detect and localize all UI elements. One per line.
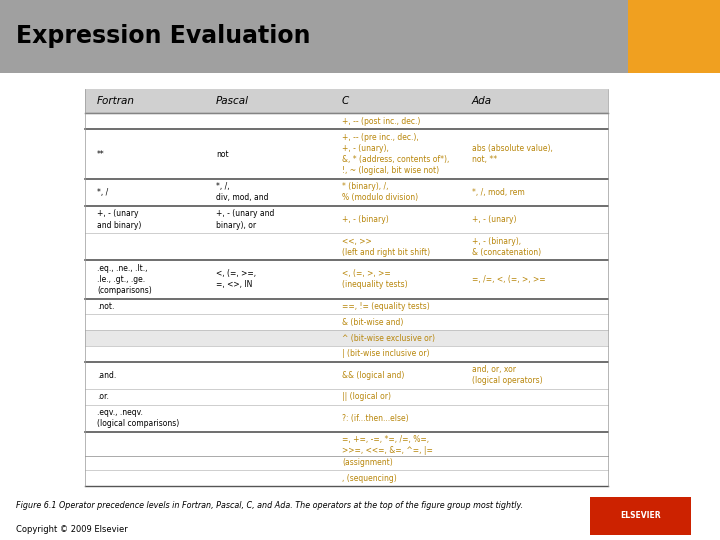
Text: & (bit-wise and): & (bit-wise and) bbox=[342, 318, 403, 327]
FancyBboxPatch shape bbox=[85, 470, 608, 486]
Text: .not.: .not. bbox=[97, 302, 114, 311]
Text: Expression Evaluation: Expression Evaluation bbox=[16, 24, 310, 49]
Text: =, /=, <, (=, >, >=: =, /=, <, (=, >, >= bbox=[472, 275, 545, 284]
Text: ^ (bit-wise exclusive or): ^ (bit-wise exclusive or) bbox=[342, 334, 435, 342]
FancyBboxPatch shape bbox=[85, 206, 608, 233]
Text: <<, >>
(left and right bit shift): <<, >> (left and right bit shift) bbox=[342, 237, 430, 256]
Text: +, -- (post inc., dec.): +, -- (post inc., dec.) bbox=[342, 117, 420, 126]
FancyBboxPatch shape bbox=[85, 432, 608, 470]
FancyBboxPatch shape bbox=[85, 89, 608, 113]
Text: ?: (if...then...else): ?: (if...then...else) bbox=[342, 414, 409, 423]
FancyBboxPatch shape bbox=[590, 497, 691, 535]
Text: abs (absolute value),
not, **: abs (absolute value), not, ** bbox=[472, 144, 552, 164]
FancyBboxPatch shape bbox=[85, 233, 608, 260]
FancyBboxPatch shape bbox=[85, 129, 608, 179]
Text: +, - (binary),
& (concatenation): +, - (binary), & (concatenation) bbox=[472, 237, 541, 256]
Text: * (binary), /,
% (modulo division): * (binary), /, % (modulo division) bbox=[342, 183, 418, 202]
Text: +, - (binary): +, - (binary) bbox=[342, 215, 389, 224]
Text: .or.: .or. bbox=[97, 392, 109, 401]
Text: +, - (unary and
binary), or: +, - (unary and binary), or bbox=[216, 210, 274, 230]
Text: Figure 6.1 Operator precedence levels in Fortran, Pascal, C, and Ada. The operat: Figure 6.1 Operator precedence levels in… bbox=[16, 501, 523, 510]
Text: Fortran: Fortran bbox=[97, 96, 135, 106]
Text: | (bit-wise inclusive or): | (bit-wise inclusive or) bbox=[342, 349, 430, 359]
Text: <, (=, >=,
=, <>, IN: <, (=, >=, =, <>, IN bbox=[216, 269, 256, 289]
Text: +, - (unary
and binary): +, - (unary and binary) bbox=[97, 210, 142, 230]
Text: || (logical or): || (logical or) bbox=[342, 392, 391, 401]
Text: *, /, mod, rem: *, /, mod, rem bbox=[472, 188, 524, 197]
Text: +, -- (pre inc., dec.),
+, - (unary),
&, * (address, contents of*),
!, ~ (logica: +, -- (pre inc., dec.), +, - (unary), &,… bbox=[342, 133, 449, 175]
FancyBboxPatch shape bbox=[85, 260, 608, 299]
FancyBboxPatch shape bbox=[85, 389, 608, 404]
Text: .and.: .and. bbox=[97, 371, 117, 380]
Text: *, /: *, / bbox=[97, 188, 109, 197]
Text: Copyright © 2009 Elsevier: Copyright © 2009 Elsevier bbox=[16, 525, 127, 534]
FancyBboxPatch shape bbox=[85, 330, 608, 346]
Text: not: not bbox=[216, 150, 229, 159]
Text: ELSEVIER: ELSEVIER bbox=[621, 511, 661, 520]
Text: Ada: Ada bbox=[472, 96, 492, 106]
Text: .eq., .ne., .lt.,
.le., .gt., .ge.
(comparisons): .eq., .ne., .lt., .le., .gt., .ge. (comp… bbox=[97, 264, 152, 295]
FancyBboxPatch shape bbox=[85, 179, 608, 206]
Text: Pascal: Pascal bbox=[216, 96, 249, 106]
Text: C: C bbox=[342, 96, 349, 106]
Text: and, or, xor
(logical operators): and, or, xor (logical operators) bbox=[472, 365, 542, 386]
Text: *, /,
div, mod, and: *, /, div, mod, and bbox=[216, 183, 269, 202]
Text: +, - (unary): +, - (unary) bbox=[472, 215, 516, 224]
FancyBboxPatch shape bbox=[85, 362, 608, 389]
FancyBboxPatch shape bbox=[85, 346, 608, 362]
Text: <, (=, >, >=
(inequality tests): <, (=, >, >= (inequality tests) bbox=[342, 269, 408, 289]
FancyBboxPatch shape bbox=[85, 113, 608, 129]
Text: .eqv., .neqv.
(logical comparisons): .eqv., .neqv. (logical comparisons) bbox=[97, 408, 179, 428]
FancyBboxPatch shape bbox=[0, 0, 720, 73]
FancyBboxPatch shape bbox=[85, 314, 608, 330]
FancyBboxPatch shape bbox=[85, 299, 608, 314]
FancyBboxPatch shape bbox=[628, 0, 720, 73]
Text: =, +=, -=, *=, /=, %=,
>>=, <<=, &=, ^=, |=
(assignment): =, +=, -=, *=, /=, %=, >>=, <<=, &=, ^=,… bbox=[342, 435, 433, 467]
FancyBboxPatch shape bbox=[85, 404, 608, 432]
Text: , (sequencing): , (sequencing) bbox=[342, 474, 397, 483]
Text: ==, != (equality tests): ==, != (equality tests) bbox=[342, 302, 430, 311]
Text: && (logical and): && (logical and) bbox=[342, 371, 405, 380]
Text: **: ** bbox=[97, 150, 105, 159]
